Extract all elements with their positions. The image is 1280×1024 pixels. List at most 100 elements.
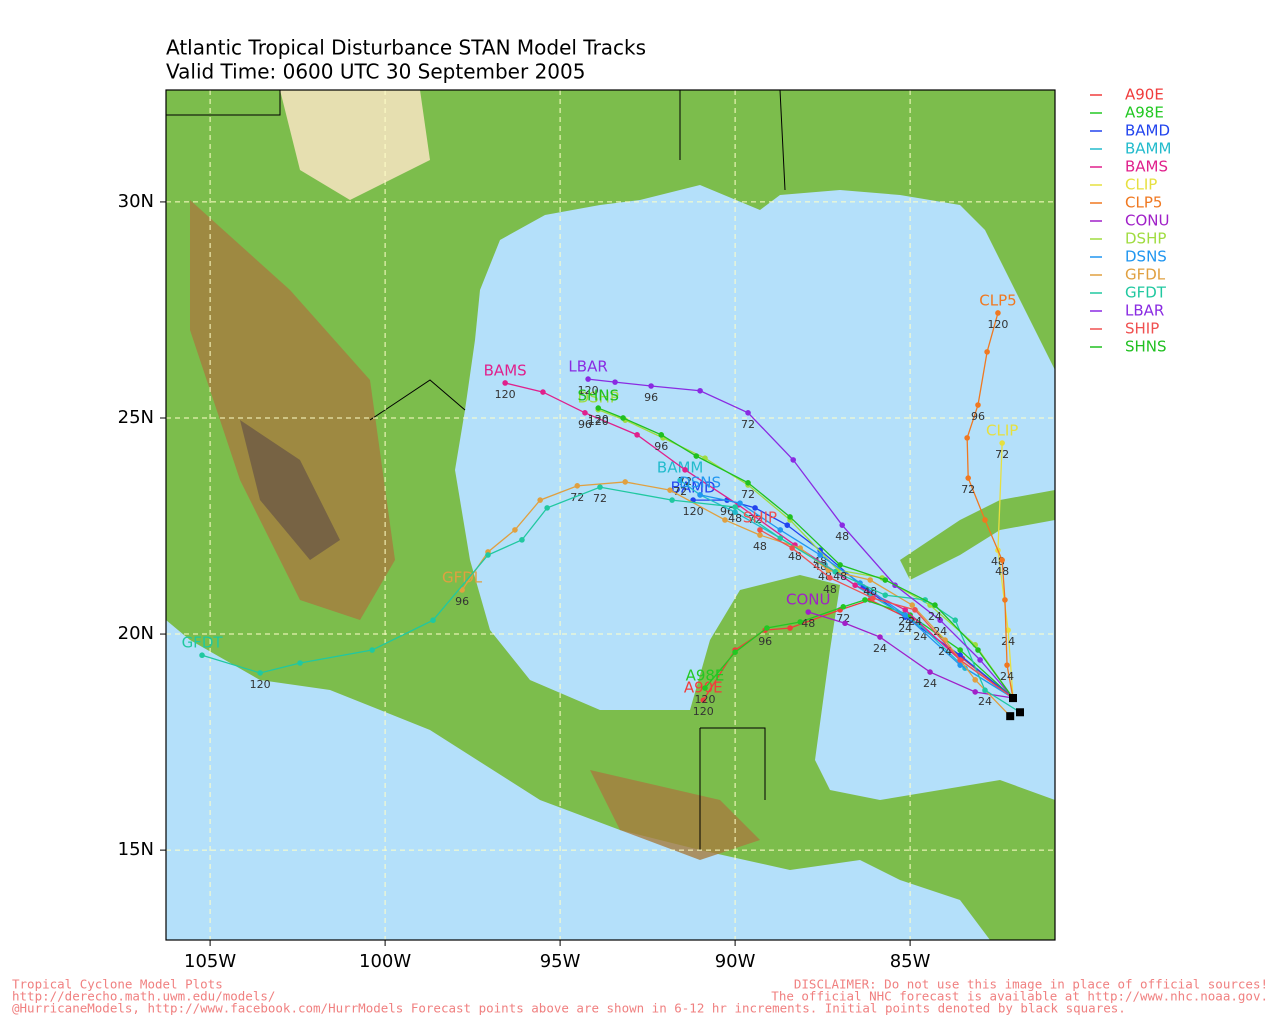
forecast-point xyxy=(842,620,848,627)
track-name: CLP5 xyxy=(979,291,1016,309)
legend: A90EA98EBAMDBAMMBAMSCLIPCLP5CONUDSHPDSNS… xyxy=(1090,86,1171,356)
forecast-point xyxy=(764,625,770,631)
title: Atlantic Tropical Disturbance STAN Model… xyxy=(166,36,646,60)
forecast-point xyxy=(697,387,703,394)
hour-label: 120 xyxy=(588,415,609,428)
y-tick-label: 30N xyxy=(118,191,154,212)
hour-label: 48 xyxy=(753,540,767,553)
forecast-point xyxy=(582,410,588,416)
hour-label: 48 xyxy=(995,565,1009,578)
forecast-point xyxy=(757,532,763,538)
hour-label: 72 xyxy=(678,475,692,488)
hour-label: 120 xyxy=(588,413,609,426)
legend-label: BAMM xyxy=(1125,140,1171,158)
hour-label: 48 xyxy=(833,570,847,583)
forecast-point xyxy=(902,612,909,618)
x-tick-label: 90W xyxy=(715,951,756,972)
forecast-point xyxy=(574,483,581,489)
forecast-point xyxy=(369,647,375,653)
forecast-point xyxy=(737,500,743,506)
hour-label: 48 xyxy=(813,560,827,573)
forecast-point xyxy=(257,670,263,676)
track-name: LBAR xyxy=(568,358,607,376)
forecast-point xyxy=(975,402,981,408)
forecast-point xyxy=(777,535,784,541)
hour-label: 120 xyxy=(578,384,599,397)
hour-label: 96 xyxy=(578,418,592,431)
hour-label: 24 xyxy=(923,677,937,690)
hour-label: 72 xyxy=(961,483,975,496)
hour-label: 24 xyxy=(933,625,947,638)
forecast-point xyxy=(805,609,812,615)
forecast-point xyxy=(999,440,1005,446)
legend-label: BAMD xyxy=(1125,122,1170,140)
legend-label: SHIP xyxy=(1125,320,1159,338)
x-tick-label: 85W xyxy=(890,951,931,972)
forecast-point xyxy=(882,577,889,583)
legend-label: CONU xyxy=(1125,212,1169,230)
highlands-south xyxy=(590,770,760,860)
forecast-point xyxy=(722,517,728,523)
forecast-point xyxy=(827,575,833,581)
hour-label: 48 xyxy=(835,530,849,543)
forecast-point xyxy=(648,383,654,389)
hour-label: 24 xyxy=(908,615,922,628)
hour-label: 72 xyxy=(741,488,755,501)
x-tick-label: 95W xyxy=(540,951,581,972)
hour-label: 96 xyxy=(720,505,734,518)
forecast-point xyxy=(732,504,738,510)
forecast-point xyxy=(972,677,979,683)
legend-label: CLP5 xyxy=(1125,194,1162,212)
forecast-point xyxy=(512,527,518,533)
hour-label: 24 xyxy=(1000,670,1014,683)
forecast-point xyxy=(777,527,784,533)
forecast-point xyxy=(972,689,979,695)
y-tick-label: 25N xyxy=(118,407,154,428)
hour-label: 24 xyxy=(928,610,942,623)
borders xyxy=(166,90,786,850)
x-tick-label: 100W xyxy=(359,951,411,972)
forecast-point xyxy=(700,697,707,703)
forecast-point xyxy=(797,619,804,625)
track-line xyxy=(966,312,1014,699)
forecast-point xyxy=(862,597,868,603)
track-name: DSNS xyxy=(679,473,721,491)
hour-label: 24 xyxy=(873,642,887,655)
forecast-point xyxy=(909,602,916,608)
footer-left: @HurricaneModels, http://www.facebook.co… xyxy=(12,1001,1126,1016)
track-name: DSHP xyxy=(578,388,619,406)
grid: 105W 100W 95W 90W 85W 15N 20N 25N 30N xyxy=(118,90,1055,972)
forecast-point xyxy=(882,592,889,598)
forecast-point xyxy=(732,509,738,515)
hour-label: 120 xyxy=(250,678,271,691)
forecast-point xyxy=(932,602,938,608)
forecast-point xyxy=(787,514,793,520)
legend-label: SHNS xyxy=(1125,338,1167,356)
forecast-point xyxy=(702,685,708,691)
forecast-point xyxy=(975,647,981,653)
hour-label: 24 xyxy=(938,645,952,658)
subtitle: Valid Time: 0600 UTC 30 September 2005 xyxy=(166,60,585,84)
hour-label: 48 xyxy=(728,512,742,525)
track-name: GFDT xyxy=(182,634,224,652)
forecast-point xyxy=(430,617,436,624)
hour-label: 24 xyxy=(1001,635,1015,648)
hour-label: 120 xyxy=(693,705,714,718)
footer-left: Tropical Cyclone Model Plots xyxy=(12,977,223,992)
forecast-point xyxy=(995,310,1001,316)
forecast-point xyxy=(840,604,847,610)
hour-label: 96 xyxy=(758,635,772,648)
footer-right: The official NHC forecast is available a… xyxy=(771,989,1268,1004)
track-line xyxy=(699,494,1014,699)
forecast-point xyxy=(669,497,675,503)
hour-label: 24 xyxy=(913,630,927,643)
forecast-point xyxy=(459,587,465,593)
hour-label: 72 xyxy=(741,418,755,431)
legend-label: DSNS xyxy=(1125,248,1167,266)
forecast-point xyxy=(693,453,700,459)
hour-label: 72 xyxy=(673,485,687,498)
forecast-point xyxy=(982,517,988,523)
hour-label: 120 xyxy=(683,505,704,518)
forecast-point xyxy=(817,552,823,558)
forecast-point xyxy=(620,415,626,421)
